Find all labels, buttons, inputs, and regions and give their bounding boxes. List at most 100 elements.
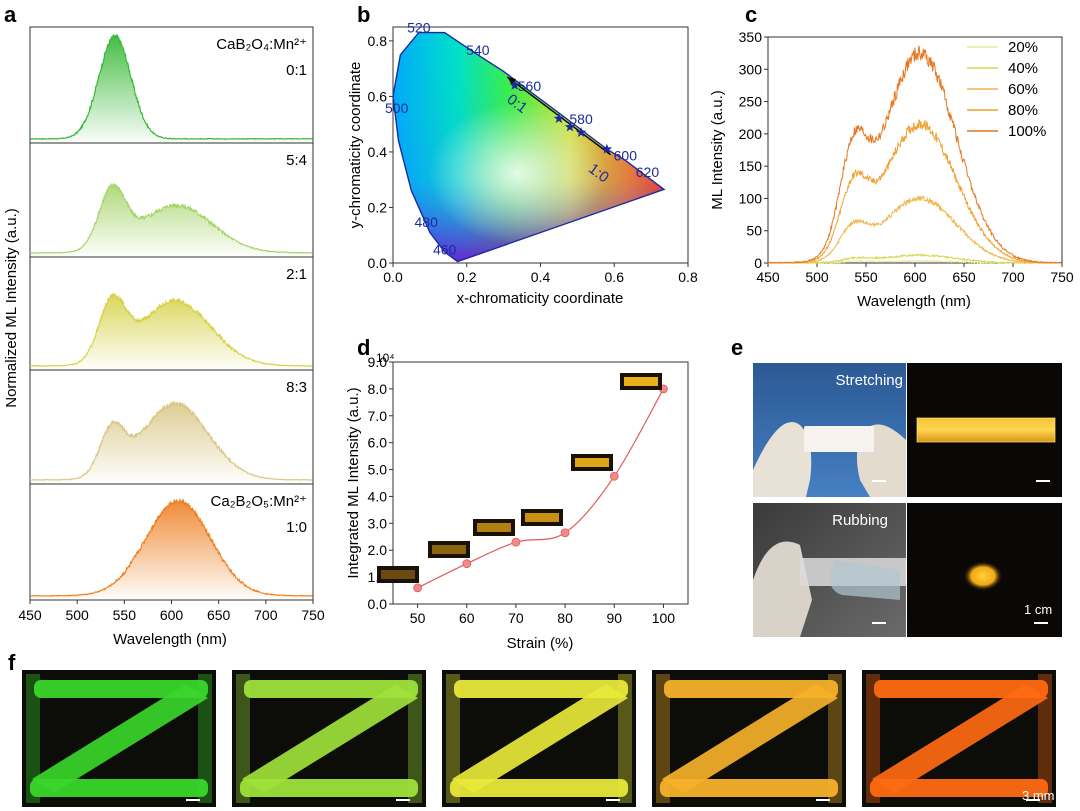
- chart-d-xlabel: Strain (%): [507, 635, 574, 652]
- strain-photo-glow: [525, 513, 559, 522]
- y-tick-label: 7.0: [368, 408, 388, 424]
- x-tick-label: 70: [508, 610, 524, 626]
- chart-d-ylabel: Integrated ML Intensity (a.u.): [345, 387, 362, 578]
- x-tick-label: 80: [557, 610, 573, 626]
- x-tick-label: 0.2: [457, 269, 477, 285]
- x-tick-label: 0.4: [531, 269, 551, 285]
- spectrum-panel-1: CaB₂O₄:Mn²⁺ 0:1: [29, 26, 314, 144]
- x-tick-label: 700: [1001, 269, 1025, 285]
- strain-photo-glow: [575, 458, 609, 467]
- y-tick-label: 50: [746, 223, 762, 239]
- y-tick-label: 150: [739, 158, 763, 174]
- glow-bar-top: [664, 680, 838, 698]
- y-tick-label: 200: [739, 126, 763, 142]
- panel-label-a: a: [4, 2, 17, 27]
- glow-side-left: [26, 674, 40, 803]
- chart-b-ylabel: y-chromaticity coordinate: [347, 62, 364, 229]
- spectrum-fill: [30, 499, 313, 600]
- spectrum-panel-5: Ca₂B₂O₅:Mn²⁺ 1:0: [29, 483, 314, 601]
- y-tick-label: 0.4: [368, 144, 388, 160]
- scale-bar: [396, 799, 410, 801]
- x-tick-label: 750: [1050, 269, 1074, 285]
- glow-bar-bottom: [240, 779, 418, 797]
- x-tick-label: 450: [18, 607, 42, 623]
- wavelength-label: 540: [466, 42, 490, 58]
- spectrum-panel-4: 8:3: [29, 369, 314, 485]
- scale-bar: [606, 799, 620, 801]
- chart-a-xlabel: Wavelength (nm): [113, 631, 227, 648]
- panel-label-e: e: [731, 335, 743, 360]
- data-point: [511, 537, 521, 547]
- x-tick-label: 0.6: [605, 269, 625, 285]
- x-tick-label: 550: [854, 269, 878, 285]
- data-star: [601, 143, 613, 154]
- panel-label-f: f: [8, 650, 16, 675]
- wavelength-label: 520: [407, 20, 431, 36]
- trend-curve: [417, 388, 664, 589]
- data-point: [413, 583, 422, 593]
- glow-bar-diagonal: [662, 684, 838, 793]
- y-tick-label: 100: [739, 190, 763, 206]
- glow-side-right: [828, 674, 842, 803]
- x-tick-label: 750: [301, 607, 325, 623]
- glow-side-right: [1038, 674, 1052, 803]
- y-tick-label: 0.8: [368, 33, 388, 49]
- series-line-60pct: [767, 195, 1062, 264]
- scale-1cm: 1 cm: [1024, 602, 1052, 617]
- spectrum-line: [29, 182, 313, 254]
- glow-side-right: [618, 674, 632, 803]
- strain-photo-glow: [624, 377, 658, 386]
- panel-label-c: c: [745, 2, 757, 27]
- spectrum-line: [29, 498, 313, 597]
- glow-photo-3: [442, 670, 636, 807]
- y-tick-label: 5.0: [368, 462, 388, 478]
- wavelength-label: 500: [385, 100, 409, 116]
- y-tick-label: 350: [739, 29, 763, 45]
- x-tick-label: 600: [903, 269, 927, 285]
- spectrum-line: [29, 34, 313, 140]
- glow-photo-2: [232, 670, 426, 807]
- glow-photo-1: [22, 670, 216, 807]
- glow-bar-diagonal: [32, 684, 208, 793]
- arrow-head: [507, 76, 517, 85]
- strain-photo-glow: [432, 545, 466, 554]
- scale-bar: [186, 799, 200, 801]
- y-tick-label: 9.0: [368, 354, 388, 370]
- stretching-label: Stretching: [835, 372, 903, 389]
- spectrum-label: CaB₂O₄:Mn²⁺: [216, 36, 307, 53]
- chart-c: 450 500 550 600 650 700 750 0 50 100 150 200 250 300 3…: [709, 29, 1074, 310]
- series-line-40pct: [767, 253, 1062, 264]
- spectrum-label: Ca₂B₂O₅:Mn²⁺: [211, 493, 307, 510]
- glow-bar-bottom: [870, 779, 1048, 797]
- glow-side-left: [866, 674, 880, 803]
- x-tick-label: 50: [410, 610, 426, 626]
- x-tick-label: 450: [756, 269, 780, 285]
- x-tick-label: 500: [805, 269, 829, 285]
- chart-b: 0.0 0.2 0.4 0.6 0.8 0.0 0.2 0.4 0.6 0.8 460 480 500…: [347, 20, 698, 307]
- spectrum-line: [30, 400, 313, 481]
- glow-bar-diagonal: [242, 684, 418, 793]
- y-tick-label: 4.0: [368, 488, 388, 504]
- x-tick-label: 700: [254, 607, 278, 623]
- chart-b-xlabel: x-chromaticity coordinate: [457, 290, 624, 307]
- y-tick-label: 300: [739, 61, 763, 77]
- x-tick-label: 550: [113, 607, 137, 623]
- spectrum-panel-2: 5:4: [29, 142, 314, 258]
- legend-label: 40%: [1008, 60, 1038, 77]
- legend-label: 80%: [1008, 102, 1038, 119]
- wavelength-label: 460: [433, 242, 457, 258]
- data-star: [509, 79, 520, 90]
- chart-c-ylabel: ML Intensity (a.u.): [709, 90, 726, 210]
- spectrum-label: 1:0: [286, 519, 307, 536]
- series-line-80pct: [767, 119, 1062, 264]
- chart-d-frame: [392, 361, 689, 605]
- glow-photo-5: [862, 670, 1056, 807]
- data-point: [560, 528, 570, 538]
- spectrum-fill: [30, 401, 313, 484]
- x-tick-label: 60: [459, 610, 475, 626]
- x-tick-label: 0.0: [383, 269, 403, 285]
- y-tick-label: 0.0: [368, 596, 388, 612]
- y-tick-label: 0.6: [368, 88, 388, 104]
- spectrum-fill: [30, 35, 313, 143]
